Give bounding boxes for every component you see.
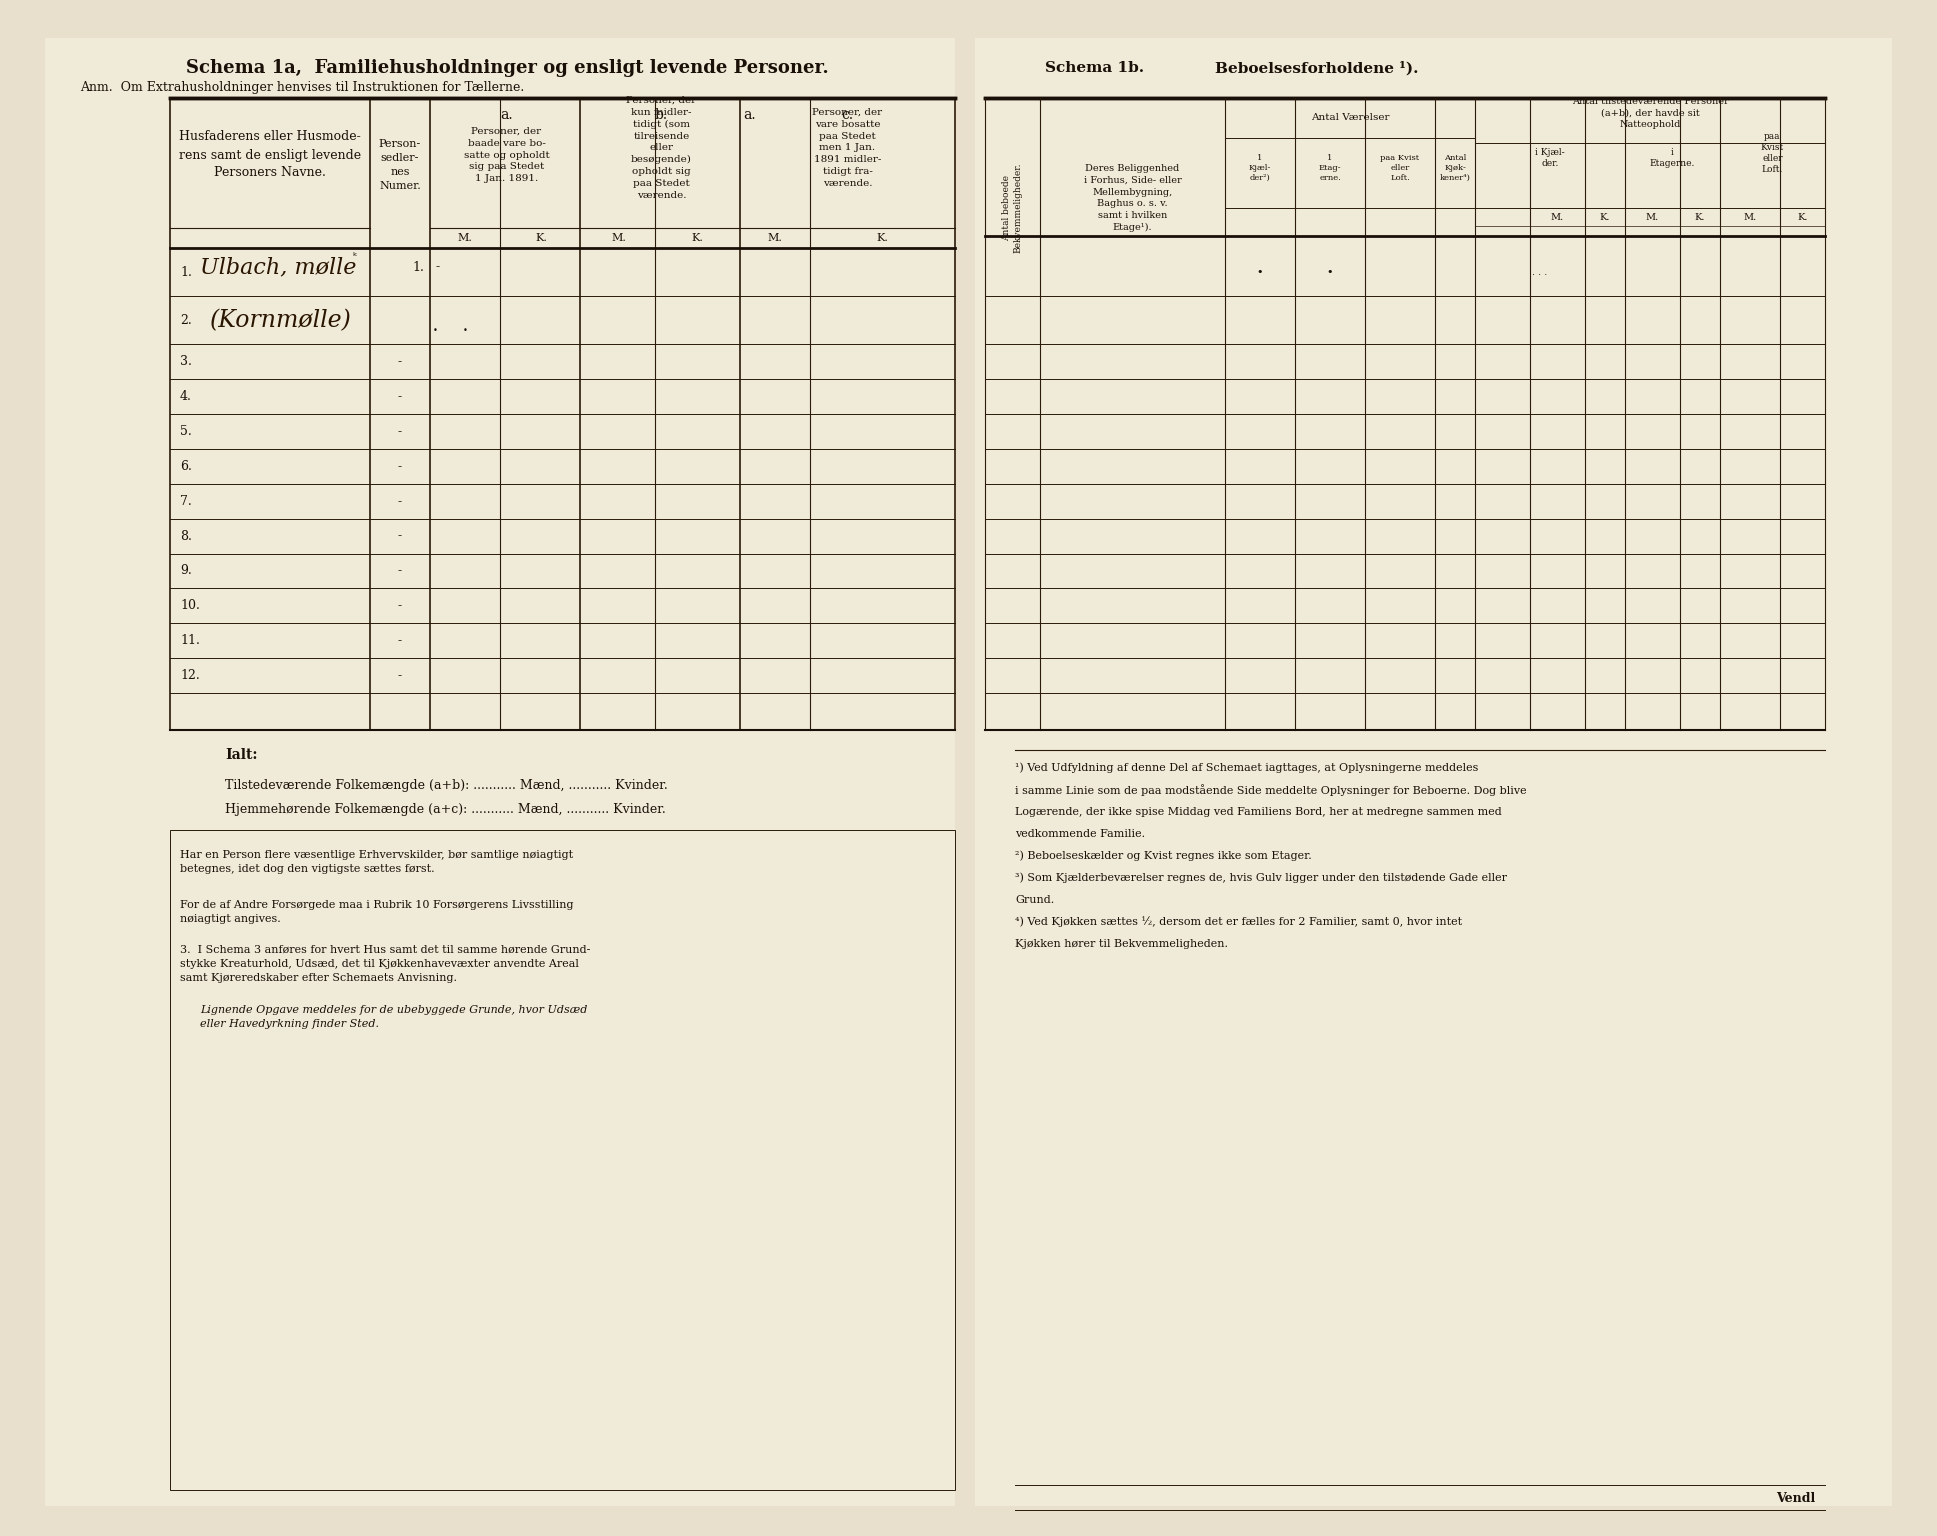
Text: Vendl: Vendl (1776, 1491, 1815, 1504)
Text: vedkommende Familie.: vedkommende Familie. (1015, 829, 1145, 839)
Text: 9.: 9. (180, 564, 192, 578)
Text: •: • (1257, 267, 1263, 276)
Text: M.: M. (1743, 214, 1757, 223)
Text: •: • (463, 326, 467, 335)
Text: K.: K. (1798, 214, 1807, 223)
Text: c.: c. (841, 108, 854, 121)
Text: -: - (397, 564, 403, 578)
Text: Logærende, der ikke spise Middag ved Familiens Bord, her at medregne sammen med: Logærende, der ikke spise Middag ved Fam… (1015, 806, 1501, 817)
Text: Antal beboede
Bekvemmeligheder.: Antal beboede Bekvemmeligheder. (1003, 163, 1023, 253)
Text: i samme Linie som de paa modstående Side meddelte Oplysninger for Beboerne. Dog : i samme Linie som de paa modstående Side… (1015, 783, 1526, 796)
Text: Antal tilstedeværende Personer
(a+b), der havde sit
Natteophold: Antal tilstedeværende Personer (a+b), de… (1571, 97, 1728, 129)
Text: M.: M. (612, 233, 626, 243)
Text: paa Kvist
eller
Loft.: paa Kvist eller Loft. (1381, 154, 1420, 181)
Text: 11.: 11. (180, 634, 200, 647)
Text: -: - (397, 634, 403, 647)
Text: b.: b. (655, 108, 668, 121)
Text: M.: M. (457, 233, 473, 243)
Text: •: • (1327, 267, 1333, 276)
Text: (Kornmølle): (Kornmølle) (209, 309, 353, 332)
Text: Har en Person flere væsentlige Erhvervskilder, bør samtlige nøiagtigt
betegnes, : Har en Person flere væsentlige Erhvervsk… (180, 849, 573, 874)
Text: -: - (397, 390, 403, 402)
Text: -: - (397, 599, 403, 613)
Text: ¹) Ved Udfyldning af denne Del af Schemaet iagttages, at Oplysningerne meddeles: ¹) Ved Udfyldning af denne Del af Schema… (1015, 763, 1478, 773)
Text: Antal
Kjøk-
kener⁴): Antal Kjøk- kener⁴) (1439, 154, 1470, 181)
Text: For de af Andre Forsørgede maa i Rubrik 10 Forsørgerens Livsstilling
nøiagtigt a: For de af Andre Forsørgede maa i Rubrik … (180, 900, 573, 925)
Text: 3.: 3. (180, 355, 192, 369)
Text: -: - (397, 495, 403, 508)
Text: . . .: . . . (1532, 267, 1548, 276)
Text: 3.  I Schema 3 anføres for hvert Hus samt det til samme hørende Grund-
stykke Kr: 3. I Schema 3 anføres for hvert Hus samt… (180, 945, 591, 983)
Text: Ulbach, mølle: Ulbach, mølle (200, 257, 356, 278)
Text: Ialt:: Ialt: (225, 748, 258, 762)
Text: 5.: 5. (180, 425, 192, 438)
Text: ³) Som Kjælderbeværelser regnes de, hvis Gulv ligger under den tilstødende Gade : ³) Som Kjælderbeværelser regnes de, hvis… (1015, 872, 1507, 883)
Text: a.: a. (500, 108, 513, 121)
Text: K.: K. (535, 233, 548, 243)
Text: -: - (397, 355, 403, 369)
Text: Husfaderens eller Husmode-
rens samt de ensligt levende
Personers Navne.: Husfaderens eller Husmode- rens samt de … (178, 131, 360, 180)
Text: 8.: 8. (180, 530, 192, 542)
Text: Personer, der
kun midler-
tidigt (som
tilreisende
eller
besøgende)
opholdt sig
p: Personer, der kun midler- tidigt (som ti… (626, 97, 697, 200)
Text: K.: K. (1600, 214, 1610, 223)
Text: Personer, der
vare bosatte
paa Stedet
men 1 Jan.
1891 midler-
tidigt fra-
værend: Personer, der vare bosatte paa Stedet me… (812, 108, 883, 187)
Text: 1.: 1. (413, 261, 424, 273)
Text: Schema 1b.: Schema 1b. (1044, 61, 1145, 75)
Bar (170, 829, 955, 1490)
Text: 10.: 10. (180, 599, 200, 613)
Bar (974, 38, 1892, 1505)
Text: Beboelsesforholdene ¹).: Beboelsesforholdene ¹). (1214, 61, 1418, 75)
Text: -: - (397, 425, 403, 438)
Text: 1.: 1. (180, 266, 192, 278)
Text: 1
Etag-
erne.: 1 Etag- erne. (1319, 154, 1340, 181)
Text: ²) Beboelseskælder og Kvist regnes ikke som Etager.: ²) Beboelseskælder og Kvist regnes ikke … (1015, 851, 1311, 862)
Text: Lignende Opgave meddeles for de ubebyggede Grunde, hvor Udsæd
eller Havedyrkning: Lignende Opgave meddeles for de ubebygge… (200, 1005, 587, 1029)
Bar (45, 38, 955, 1505)
Text: K.: K. (877, 233, 889, 243)
Text: •: • (434, 326, 438, 335)
Text: 2.: 2. (180, 313, 192, 327)
Text: 6.: 6. (180, 459, 192, 473)
Text: Anm.  Om Extrahusholdninger henvises til Instruktionen for Tællerne.: Anm. Om Extrahusholdninger henvises til … (79, 81, 525, 95)
Text: M.: M. (1646, 214, 1660, 223)
Text: Hjemmehørende Folkemængde (a+c): ........... Mænd, ........... Kvinder.: Hjemmehørende Folkemængde (a+c): .......… (225, 803, 666, 817)
Text: a.: a. (744, 108, 755, 121)
Text: Person-
sedler-
nes
Numer.: Person- sedler- nes Numer. (380, 138, 420, 190)
Text: M.: M. (1552, 214, 1563, 223)
Text: K.: K. (1695, 214, 1705, 223)
Text: -: - (436, 261, 440, 273)
Text: 7.: 7. (180, 495, 192, 508)
Text: i
Etagerne.: i Etagerne. (1650, 147, 1695, 167)
Text: 12.: 12. (180, 670, 200, 682)
Text: K.: K. (692, 233, 703, 243)
Text: ⁴) Ved Kjøkken sættes ½, dersom det er fælles for 2 Familier, samt 0, hvor intet: ⁴) Ved Kjøkken sættes ½, dersom det er f… (1015, 917, 1462, 928)
Text: 1
Kjæl-
der²): 1 Kjæl- der²) (1249, 154, 1271, 181)
Text: Antal Værelser: Antal Værelser (1311, 114, 1389, 123)
Text: ᵏ: ᵏ (353, 252, 356, 263)
Text: paa
Kvist
eller
Loft.: paa Kvist eller Loft. (1761, 132, 1784, 174)
Text: M.: M. (767, 233, 783, 243)
Text: Deres Beliggenhed
i Forhus, Side- eller
Mellembygning,
Baghus o. s. v.
samt i hv: Deres Beliggenhed i Forhus, Side- eller … (1083, 164, 1182, 232)
Text: Grund.: Grund. (1015, 895, 1054, 905)
Text: Tilstedeværende Folkemængde (a+b): ........... Mænd, ........... Kvinder.: Tilstedeværende Folkemængde (a+b): .....… (225, 779, 668, 791)
Text: 4.: 4. (180, 390, 192, 402)
Text: i Kjæl-
der.: i Kjæl- der. (1536, 147, 1565, 167)
Text: Kjøkken hører til Bekvemmeligheden.: Kjøkken hører til Bekvemmeligheden. (1015, 938, 1228, 949)
Text: Schema 1a,  Familiehusholdninger og ensligt levende Personer.: Schema 1a, Familiehusholdninger og ensli… (186, 58, 829, 77)
Text: -: - (397, 530, 403, 542)
Text: Personer, der
baade vare bo-
satte og opholdt
sig paa Stedet
1 Jan. 1891.: Personer, der baade vare bo- satte og op… (463, 127, 550, 183)
Text: -: - (397, 459, 403, 473)
Text: -: - (397, 670, 403, 682)
